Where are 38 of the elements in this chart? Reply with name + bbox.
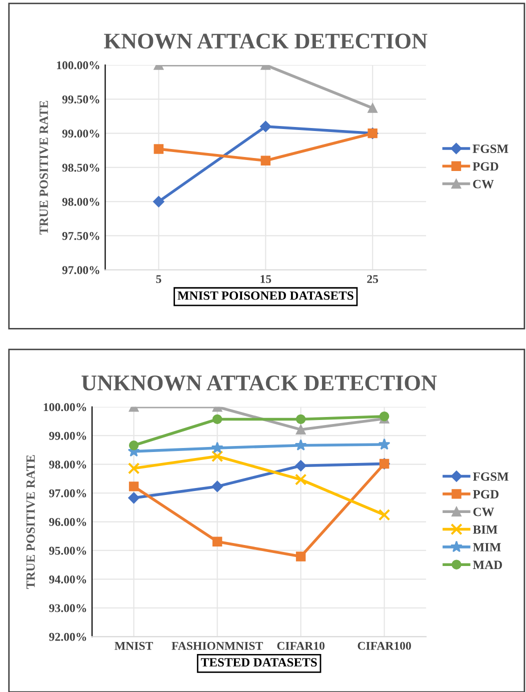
y-tick-label: 95.00% (49, 546, 86, 555)
y-axis-title: TRUE POSITIVE RATE (26, 455, 35, 589)
x-tick-label: 15 (260, 275, 272, 284)
x-tick-label: FASHIONMNIST (172, 642, 263, 650)
y-tick-label: 97.50% (62, 232, 100, 240)
legend-label: PGD (472, 162, 498, 171)
x-tick-label: MNIST (114, 642, 153, 650)
x-axis-title: MNIST POISONED DATASETS (178, 291, 354, 300)
legend-label: CW (473, 180, 494, 188)
y-axis-title: TRUE POSITIVE RATE (40, 100, 48, 235)
y-tick-label: 92.00% (49, 632, 86, 641)
legend-label: MIM (472, 543, 501, 552)
x-axis-title: TESTED DATASETS (200, 658, 317, 667)
y-tick-label: 96.00% (49, 518, 86, 526)
chart-title: KNOWN ATTACK DETECTION (104, 34, 428, 49)
x-tick-label: 5 (156, 275, 162, 284)
legend-label: PGD (472, 490, 499, 498)
y-tick-label: 93.00% (49, 604, 86, 612)
legend-label: CW (473, 508, 494, 516)
y-tick-label: 100.00% (57, 61, 100, 70)
y-tick-label: 99.00% (62, 130, 100, 138)
y-tick-label: 97.00% (49, 489, 86, 498)
y-tick-label: 98.00% (49, 460, 86, 469)
legend-label: FGSM (472, 472, 508, 481)
chart-title: UNKNOWN ATTACK DETECTION (82, 376, 437, 391)
legend-label: BIM (472, 525, 498, 534)
x-tick-label: 25 (367, 275, 378, 284)
legend-label: MAD (472, 560, 502, 569)
y-tick-label: 99.00% (49, 432, 86, 440)
y-tick-label: 99.50% (62, 95, 100, 104)
y-tick-label: 97.00% (62, 266, 100, 274)
legend-label: FGSM (472, 144, 508, 153)
y-tick-label: 98.50% (62, 164, 100, 172)
x-tick-label: CIFAR100 (358, 642, 411, 650)
y-tick-label: 100.00% (44, 403, 86, 412)
y-tick-label: 94.00% (49, 575, 86, 584)
y-tick-label: 98.00% (62, 198, 100, 206)
x-tick-label: CIFAR10 (277, 642, 325, 650)
